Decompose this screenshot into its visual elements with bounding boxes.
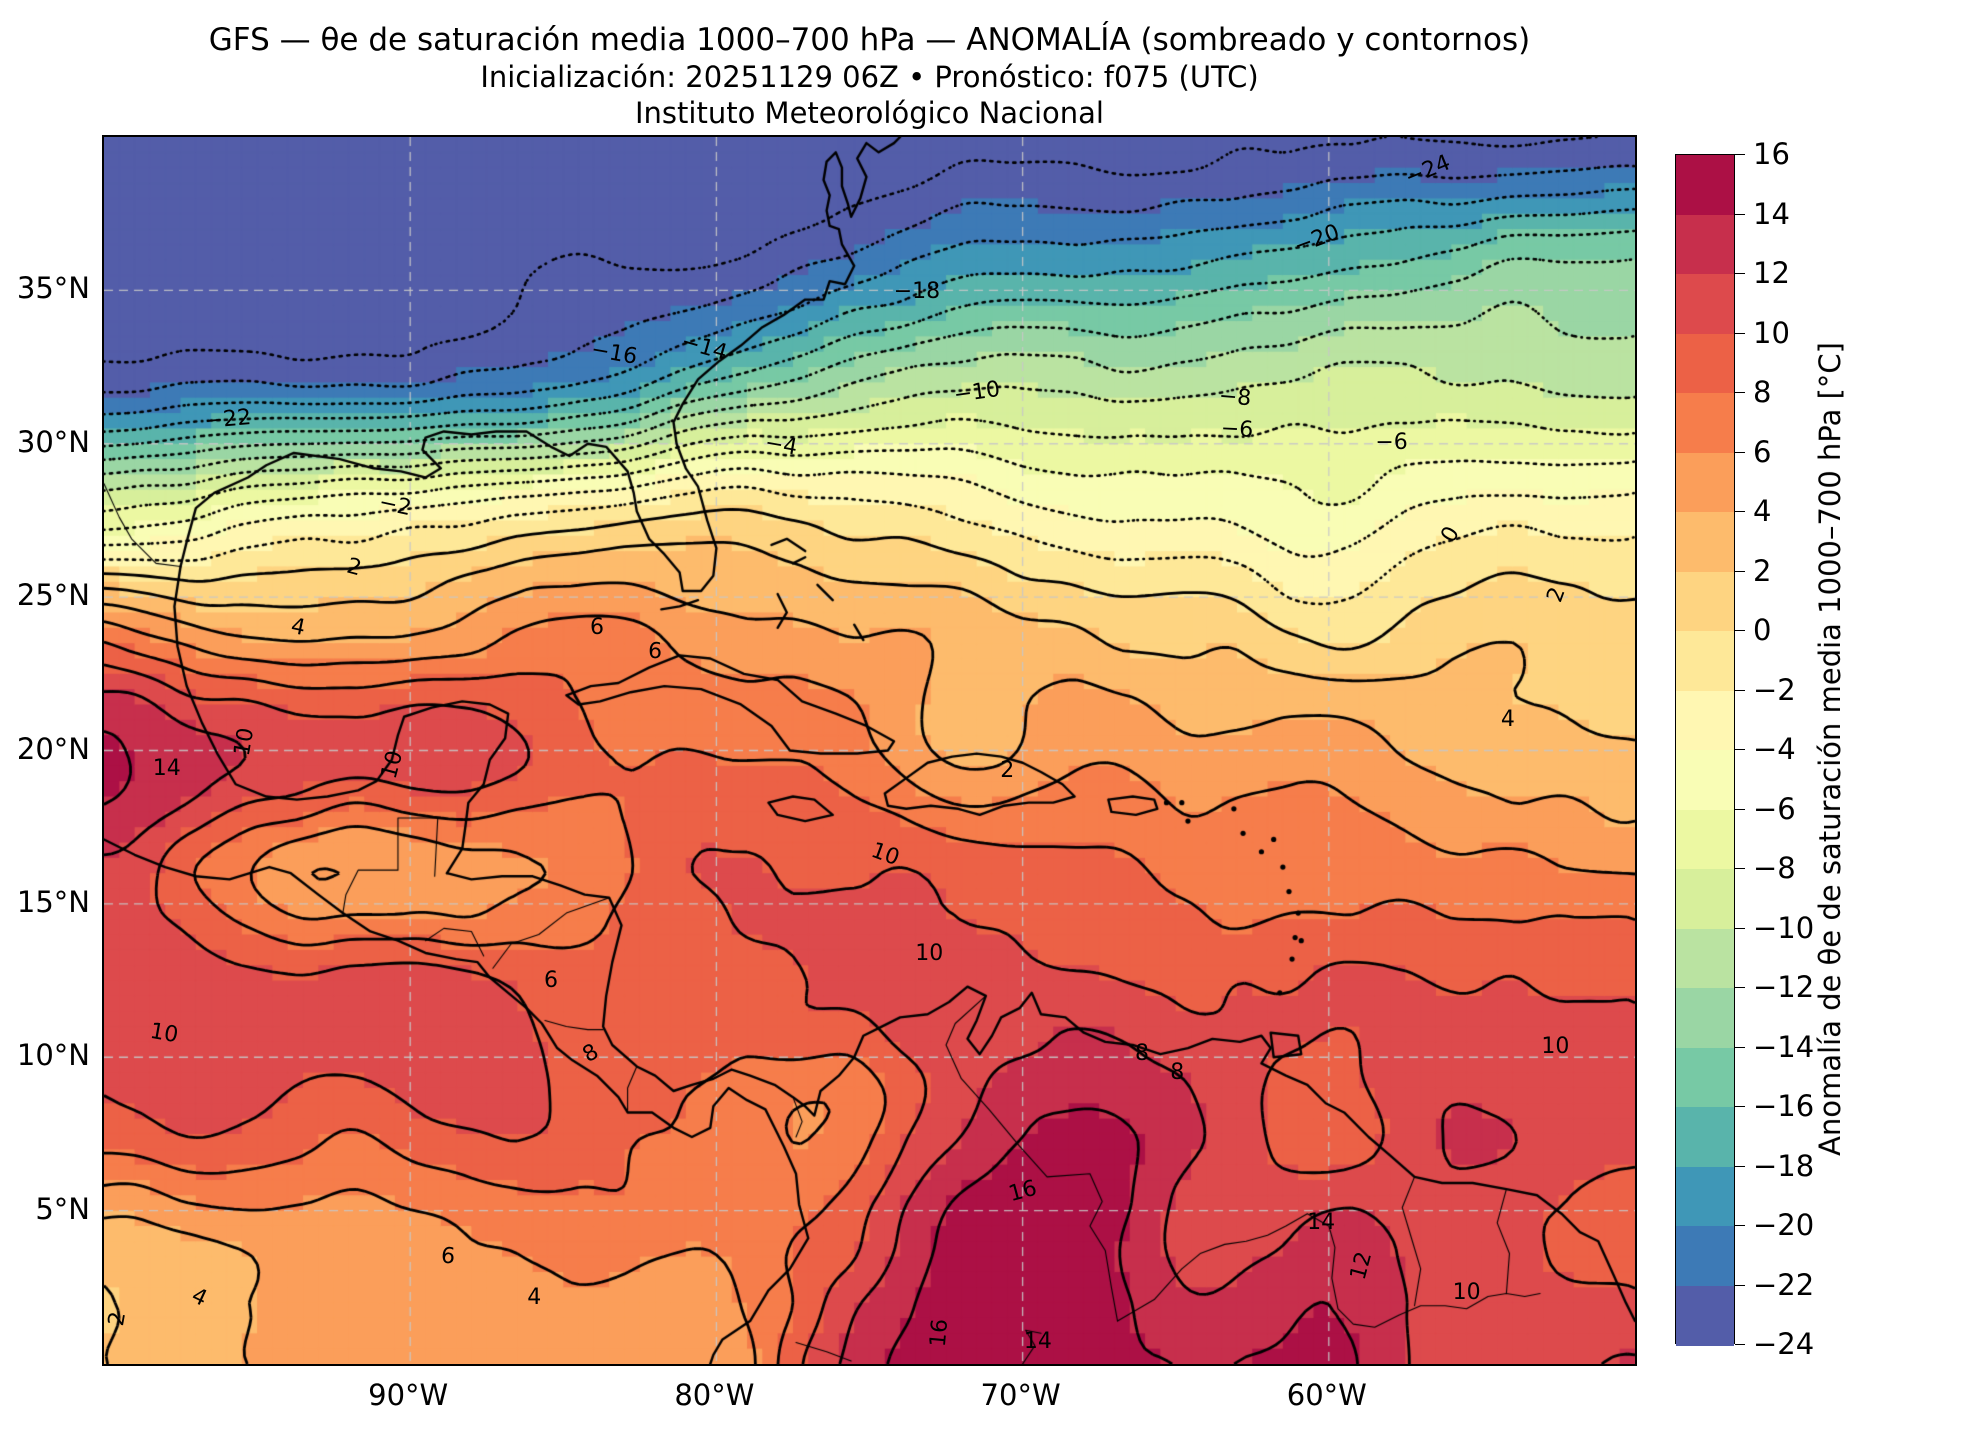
colorbar-tick-label: 8 [1753,375,1772,409]
colorbar-tick-mark [1735,868,1745,869]
colorbar-cell [1676,750,1734,811]
colorbar [1675,154,1735,1346]
colorbar-tick-mark [1735,630,1745,631]
colorbar-cell [1676,571,1734,632]
colorbar-cell [1676,631,1734,692]
colorbar-tick-label: −8 [1753,851,1796,885]
colorbar-tick-label: 14 [1753,196,1790,231]
colorbar-tick-mark [1735,1165,1745,1167]
colorbar-tick-label: −2 [1753,672,1796,707]
colorbar-tick-label: −22 [1753,1267,1815,1302]
page-title: GFS — θe de saturación media 1000–700 hP… [208,22,1531,58]
colorbar-tick-label: −14 [1753,1029,1815,1064]
colorbar-tick-mark [1735,392,1745,393]
colorbar-tick-mark [1735,1225,1745,1226]
colorbar-cell [1676,393,1734,454]
colorbar-tick-label: 10 [1753,315,1790,350]
colorbar-cell [1676,333,1734,394]
colorbar-cell [1676,512,1734,573]
colorbar-cell [1676,690,1734,751]
colorbar-tick-mark [1735,987,1745,988]
colorbar-tick-label: 0 [1753,613,1772,647]
colorbar-tick-label: −12 [1753,970,1815,1004]
anomaly-map-canvas [104,137,1635,1364]
colorbar-tick-mark [1735,332,1745,334]
colorbar-tick-label: 16 [1753,137,1790,171]
y-tick-10°N: 10°N [16,1038,90,1073]
x-tick-90°W: 90°W [368,1378,449,1412]
colorbar-cell [1676,1107,1734,1168]
y-tick-5°N: 5°N [35,1191,90,1226]
page-subtitle: Inicialización: 20251129 06Z • Pronóstic… [480,60,1259,94]
colorbar-tick-label: −10 [1753,910,1815,945]
colorbar-cell [1676,452,1734,513]
colorbar-cell [1676,214,1734,275]
colorbar-tick-label: 4 [1753,494,1772,528]
colorbar-tick-mark [1735,154,1745,155]
y-tick-35°N: 35°N [16,271,90,306]
colorbar-cell [1676,274,1734,335]
colorbar-tick-mark [1735,570,1745,572]
y-tick-20°N: 20°N [16,731,90,766]
colorbar-cell [1676,928,1734,989]
y-tick-30°N: 30°N [16,424,90,459]
colorbar-tick-label: −4 [1753,732,1796,766]
colorbar-tick-mark [1735,511,1745,512]
colorbar-cell [1676,988,1734,1049]
colorbar-tick-label: −24 [1753,1327,1815,1361]
colorbar-tick-mark [1735,808,1745,810]
colorbar-tick-mark [1735,1046,1745,1048]
colorbar-cell [1676,869,1734,930]
colorbar-tick-label: 12 [1753,256,1790,290]
colorbar-cell [1676,1285,1734,1346]
x-tick-70°W: 70°W [980,1378,1061,1412]
colorbar-tick-label: −6 [1753,791,1796,826]
colorbar-tick-mark [1735,927,1745,929]
colorbar-tick-label: 2 [1753,553,1772,588]
colorbar-tick-mark [1735,1344,1745,1345]
map-plot: −24 −20 −22 −18 −16 −14 −10 −8 −6 −6 −4 −2 0 2 4 6 6 10 10… [102,135,1637,1366]
colorbar-cell [1676,155,1734,216]
colorbar-tick-mark [1735,689,1745,691]
colorbar-tick-label: −18 [1753,1148,1815,1183]
colorbar-tick-mark [1735,1106,1745,1107]
page-institution: Instituto Meteorológico Nacional [635,96,1104,130]
colorbar-tick-mark [1735,451,1745,453]
colorbar-tick-mark [1735,213,1745,215]
x-tick-60°W: 60°W [1286,1378,1367,1412]
colorbar-tick-mark [1735,273,1745,274]
x-tick-80°W: 80°W [674,1378,755,1412]
colorbar-label: Anomalía de θe de saturación media 1000–… [1813,342,1847,1156]
y-tick-25°N: 25°N [16,578,90,613]
colorbar-tick-mark [1735,749,1745,750]
colorbar-tick-label: 6 [1753,434,1772,469]
colorbar-tick-label: −20 [1753,1208,1815,1242]
y-tick-15°N: 15°N [16,884,90,919]
colorbar-cell [1676,1226,1734,1287]
colorbar-cell [1676,809,1734,870]
colorbar-cell [1676,1047,1734,1108]
colorbar-tick-mark [1735,1284,1745,1286]
colorbar-cell [1676,1166,1734,1227]
colorbar-tick-label: −16 [1753,1089,1815,1123]
